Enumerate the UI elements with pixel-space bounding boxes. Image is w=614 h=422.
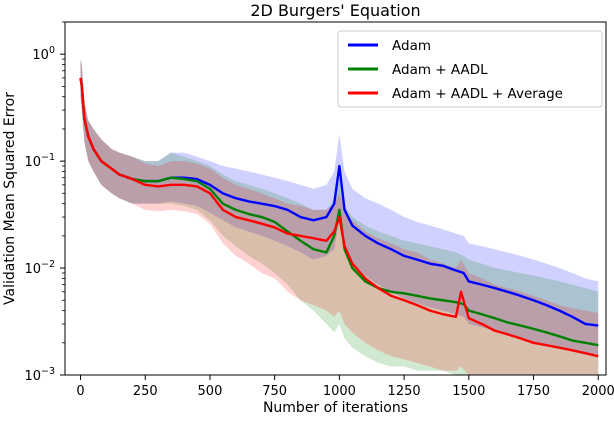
line-series-3 <box>79 77 599 358</box>
x-axis: 0 250 500 750 1000 1250 1500 1750 2000 <box>76 375 614 399</box>
x-tick-label: 1000 <box>323 384 356 399</box>
x-tick-label: 500 <box>198 384 223 399</box>
series-lines <box>79 77 599 358</box>
plot-area <box>79 59 599 375</box>
legend-label: Adam <box>392 38 431 54</box>
x-tick-label: 1250 <box>388 384 421 399</box>
x-tick-label: 0 <box>76 384 84 399</box>
y-tick-label: 10−2 <box>24 259 55 277</box>
x-tick-label: 250 <box>133 384 158 399</box>
legend: Adam Adam + AADL Adam + AADL + Average <box>337 30 603 108</box>
legend-label: Adam + AADL <box>392 62 488 78</box>
legend-label: Adam + AADL + Average <box>392 86 563 102</box>
x-tick-label: 1500 <box>452 384 485 399</box>
y-tick-label: 100 <box>32 45 55 63</box>
x-tick-label: 1750 <box>517 384 550 399</box>
y-axis-label: Validation Mean Squared Error <box>2 92 18 305</box>
y-tick-label: 10−3 <box>24 366 55 384</box>
y-tick-label: 10−1 <box>24 152 55 170</box>
plot-frame <box>64 21 607 376</box>
legend-box <box>337 30 603 108</box>
y-axis: 100 10−1 10−2 10−3 <box>24 21 65 384</box>
chart-title: 2D Burgers' Equation <box>250 1 420 20</box>
x-axis-label: Number of iterations <box>263 400 408 416</box>
x-tick-label: 750 <box>262 384 287 399</box>
x-tick-label: 2000 <box>582 384 614 399</box>
